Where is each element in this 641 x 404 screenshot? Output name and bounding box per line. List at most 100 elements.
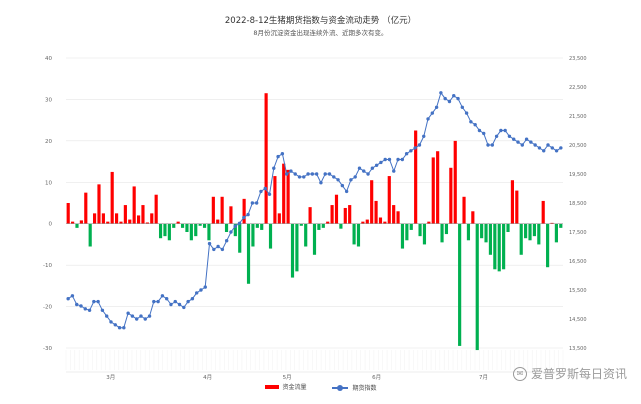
index-point: [542, 149, 546, 153]
legend-item-flow: 资金流量: [264, 382, 307, 391]
index-point: [117, 326, 122, 330]
right-tick-label: 13,500: [569, 346, 587, 352]
flow-bar: [198, 223, 202, 226]
flow-bar: [128, 219, 132, 224]
flow-bar: [554, 223, 558, 243]
legend-swatch-bar: [264, 384, 279, 389]
index-point: [349, 178, 353, 182]
index-point: [83, 307, 87, 311]
month-label: 7月: [479, 374, 488, 381]
index-point: [297, 175, 302, 179]
index-point: [443, 96, 447, 101]
index-point: [323, 172, 327, 176]
index-point: [426, 117, 430, 121]
right-tick-label: 16,500: [569, 259, 587, 265]
index-point: [482, 131, 486, 136]
index-point: [473, 123, 477, 127]
flow-bar: [119, 221, 123, 224]
index-point: [400, 157, 405, 162]
index-point: [370, 166, 375, 170]
index-point: [250, 201, 255, 205]
flow-bar: [251, 223, 255, 247]
flow-bar: [93, 213, 97, 224]
flow-bar: [84, 192, 88, 224]
index-point: [79, 304, 83, 308]
flow-bar: [348, 205, 352, 224]
flow-bar: [321, 223, 325, 228]
index-point: [362, 169, 366, 173]
index-point: [413, 146, 417, 150]
right-tick-label: 23,500: [569, 56, 587, 62]
flow-bar: [449, 167, 453, 224]
flow-bar: [466, 223, 471, 241]
index-point: [379, 160, 383, 165]
flow-bar: [383, 221, 387, 224]
flow-bar: [172, 223, 176, 228]
index-point: [434, 105, 439, 110]
watermark-text: 爱普罗斯每日资讯: [530, 367, 627, 381]
flow-bar: [422, 223, 427, 245]
flow-bar: [356, 223, 361, 247]
flow-bar: [462, 196, 466, 224]
index-point: [344, 189, 349, 194]
index-point: [139, 314, 143, 318]
flow-bar: [550, 222, 554, 224]
index-point: [113, 323, 117, 327]
flow-bar: [158, 223, 163, 239]
index-point: [280, 152, 285, 156]
index-point: [190, 297, 195, 301]
left-tick-label: 30: [45, 97, 52, 103]
flow-bar: [224, 223, 229, 232]
legend-item-index: 期货指数: [332, 383, 376, 392]
index-point: [520, 143, 524, 147]
flow-bar: [88, 223, 92, 247]
index-point: [366, 172, 370, 176]
flow-bar: [436, 151, 440, 224]
flow-bar: [299, 223, 303, 226]
legend-swatch-line: [332, 384, 349, 391]
index-point: [164, 297, 169, 301]
flow-bar: [211, 196, 215, 224]
right-tick-label: 22,500: [569, 85, 587, 91]
left-tick-label: -20: [43, 305, 52, 311]
left-axis-ticks: -30 -20 -10 0 10 20 30 40: [43, 56, 52, 352]
index-point: [147, 314, 152, 318]
legend-label-index: 期货指数: [352, 385, 377, 392]
index-point: [229, 230, 233, 234]
watermark: ✉ 爱普罗斯每日资讯: [512, 365, 627, 382]
index-point: [75, 302, 79, 307]
index-point: [524, 137, 529, 141]
flow-bar: [365, 219, 369, 224]
flow-bar: [277, 213, 281, 224]
flow-bar: [405, 223, 409, 241]
index-point: [100, 308, 105, 312]
index-point: [126, 311, 130, 315]
index-point: [109, 320, 113, 324]
index-point: [554, 149, 559, 153]
flow-bar: [334, 194, 339, 224]
flow-bar: [110, 171, 114, 224]
flow-bar: [497, 223, 501, 272]
right-tick-label: 20,500: [569, 143, 587, 149]
flow-bar: [180, 223, 185, 228]
flow-bar: [176, 221, 180, 224]
flow-bar: [114, 213, 119, 224]
flow-bar: [189, 223, 193, 241]
left-tick-label: 40: [45, 56, 52, 62]
index-point: [203, 285, 207, 289]
index-point: [490, 143, 495, 147]
index-point: [207, 241, 212, 246]
gridlines: [66, 57, 563, 349]
right-tick-label: 17,500: [569, 230, 587, 236]
flow-bar: [242, 198, 246, 224]
flow-bar: [268, 223, 273, 249]
flow-bar: [339, 223, 343, 229]
index-point: [212, 247, 216, 252]
index-point: [422, 134, 426, 138]
flow-bar: [79, 220, 83, 224]
index-point: [404, 152, 409, 156]
left-tick-label: 10: [45, 180, 52, 186]
index-point: [387, 157, 392, 162]
index-point: [199, 288, 203, 292]
flow-bar: [374, 200, 378, 224]
